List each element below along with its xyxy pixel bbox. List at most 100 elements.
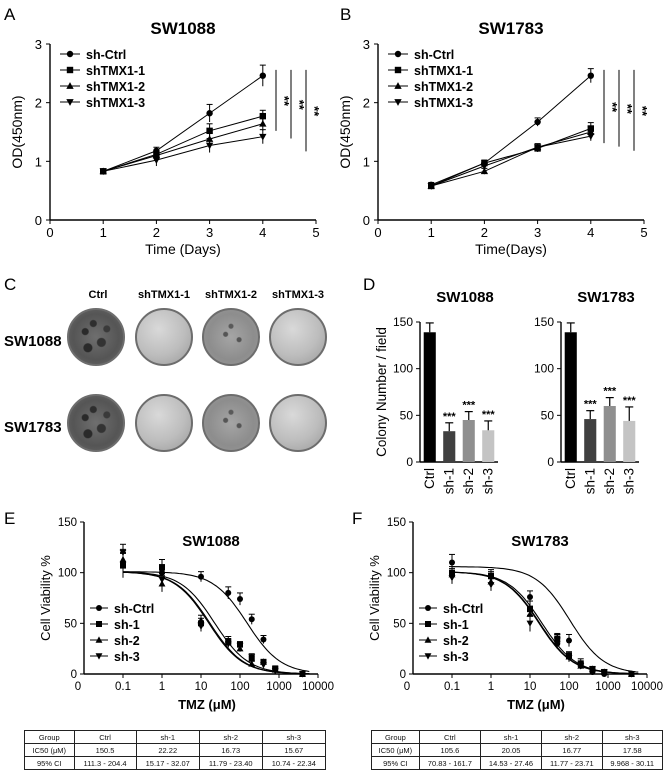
table-cell: 22.22 [135,743,200,757]
well-sw1088-sh2 [202,308,260,366]
table-cell: Ctrl [73,730,137,744]
chart-title: SW1088 [436,289,494,306]
legend-marker [394,82,402,89]
data-point [526,620,534,627]
table-cell: 150.5 [73,743,137,757]
y-tick-label: 1 [35,154,42,169]
data-point [628,671,635,678]
x-tick-label: 3 [206,225,213,240]
legend-label: sh-3 [443,650,469,664]
well-sw1783-ctrl [67,394,125,452]
table-row: 95% CI 111.3 - 204.4 15.17 - 32.07 11.79… [24,756,327,770]
x-tick-label: 0.1 [444,681,460,693]
x-tick-label: Ctrl [422,468,437,489]
data-point [427,183,435,190]
legend-marker [425,621,431,627]
x-tick-label: 10 [195,681,208,693]
ic50-table-sw1783: Group Ctrl sh-1 sh-2 sh-3 IC50 (μM) 105.… [371,730,664,770]
table-cell: 14.53 - 27.46 [479,756,543,770]
chart-title: SW1783 [511,533,569,550]
table-cell: 16.73 [198,743,263,757]
x-tick-label: 1 [100,225,107,240]
data-point [225,589,232,596]
well-sw1088-ctrl [67,308,125,366]
table-cell: 15.17 - 32.07 [135,756,200,770]
data-point [480,163,489,170]
series-shtmx1-3: shTMX1-3 [60,96,267,176]
x-tick-label: 0 [404,681,410,693]
fit-curve [122,571,310,675]
x-tick-label: 1000 [595,681,621,693]
ic50-table-sw1088: Group Ctrl sh-1 sh-2 sh-3 IC50 (μM) 150.… [24,730,327,770]
legend-marker [394,66,402,74]
y-tick-label: 0 [547,455,554,469]
legend-label: shTMX1-2 [414,80,473,94]
y-tick-label: 150 [387,517,406,529]
bar-sh-1 [584,419,597,462]
legend-label: sh-1 [443,618,469,632]
x-tick-label: sh-1 [441,468,456,494]
significance-label: *** [443,411,457,423]
y-tick-label: 0 [35,213,42,228]
data-point [206,127,213,135]
table-row: 95% CI 70.83 - 161.7 14.53 - 27.46 11.77… [371,756,664,770]
series-line [103,123,263,172]
legend-marker [394,99,402,106]
y-tick-label: 1 [363,154,370,169]
x-tick-label: 0.1 [115,681,131,693]
series-sh-ctrl: sh-Ctrl [60,48,266,175]
significance-label: *** [623,395,637,407]
data-point [159,564,165,571]
table-cell: sh-1 [135,730,200,744]
legend-marker [424,636,432,643]
table-cell: 11.79 - 23.40 [198,756,263,770]
data-point [205,142,214,150]
series-line [103,115,263,172]
series-line [431,75,592,186]
legend-marker [95,653,103,660]
x-tick-label: 5 [640,225,647,240]
series-shtmx1-2: shTMX1-2 [388,80,595,189]
significance-label: ** [307,106,322,117]
table-header-row: Group Ctrl sh-1 sh-2 sh-3 [24,730,327,744]
legend-label: sh-1 [114,618,140,632]
table-cell: 95% CI [371,756,420,770]
data-point [589,666,596,673]
table-cell: sh-3 [261,730,327,744]
legend-label: shTMX1-3 [86,96,145,110]
data-point [224,640,232,648]
y-tick-label: 0 [400,669,406,681]
series-shtmx1-2: shTMX1-2 [60,80,267,175]
y-tick-label: 150 [58,517,77,529]
panel-letter-f: F [352,509,362,528]
significance-label: ** [292,100,307,111]
x-axis-label: Time (Days) [145,241,221,257]
data-point [99,168,107,176]
table-cell: 16.77 [541,743,603,757]
data-point [119,549,127,556]
panel-letter-c: C [4,275,16,294]
series-line [103,136,263,172]
chart-d-colony-sw1088: SW1088 0 50 100 150 Colony Number / field Ctrl… [374,289,498,494]
legend-marker [394,50,402,58]
legend-marker [95,636,103,643]
series-line [431,135,591,187]
data-point [480,167,489,175]
table-cell: Group [24,730,75,744]
x-tick-label: 100 [559,681,578,693]
table-cell: 20.05 [479,743,543,757]
well-sw1088-sh3 [269,308,327,366]
bar-sh-2 [462,420,475,462]
table-cell: Group [371,730,420,744]
data-point [237,596,243,603]
x-tick-label: 0 [46,225,53,240]
significance-label: *** [584,399,598,411]
data-point [553,636,561,644]
chart-title: SW1088 [150,19,215,38]
data-point [259,112,266,120]
y-tick-label: 3 [35,37,42,52]
data-point [248,660,256,667]
x-tick-label: Ctrl [563,468,578,489]
